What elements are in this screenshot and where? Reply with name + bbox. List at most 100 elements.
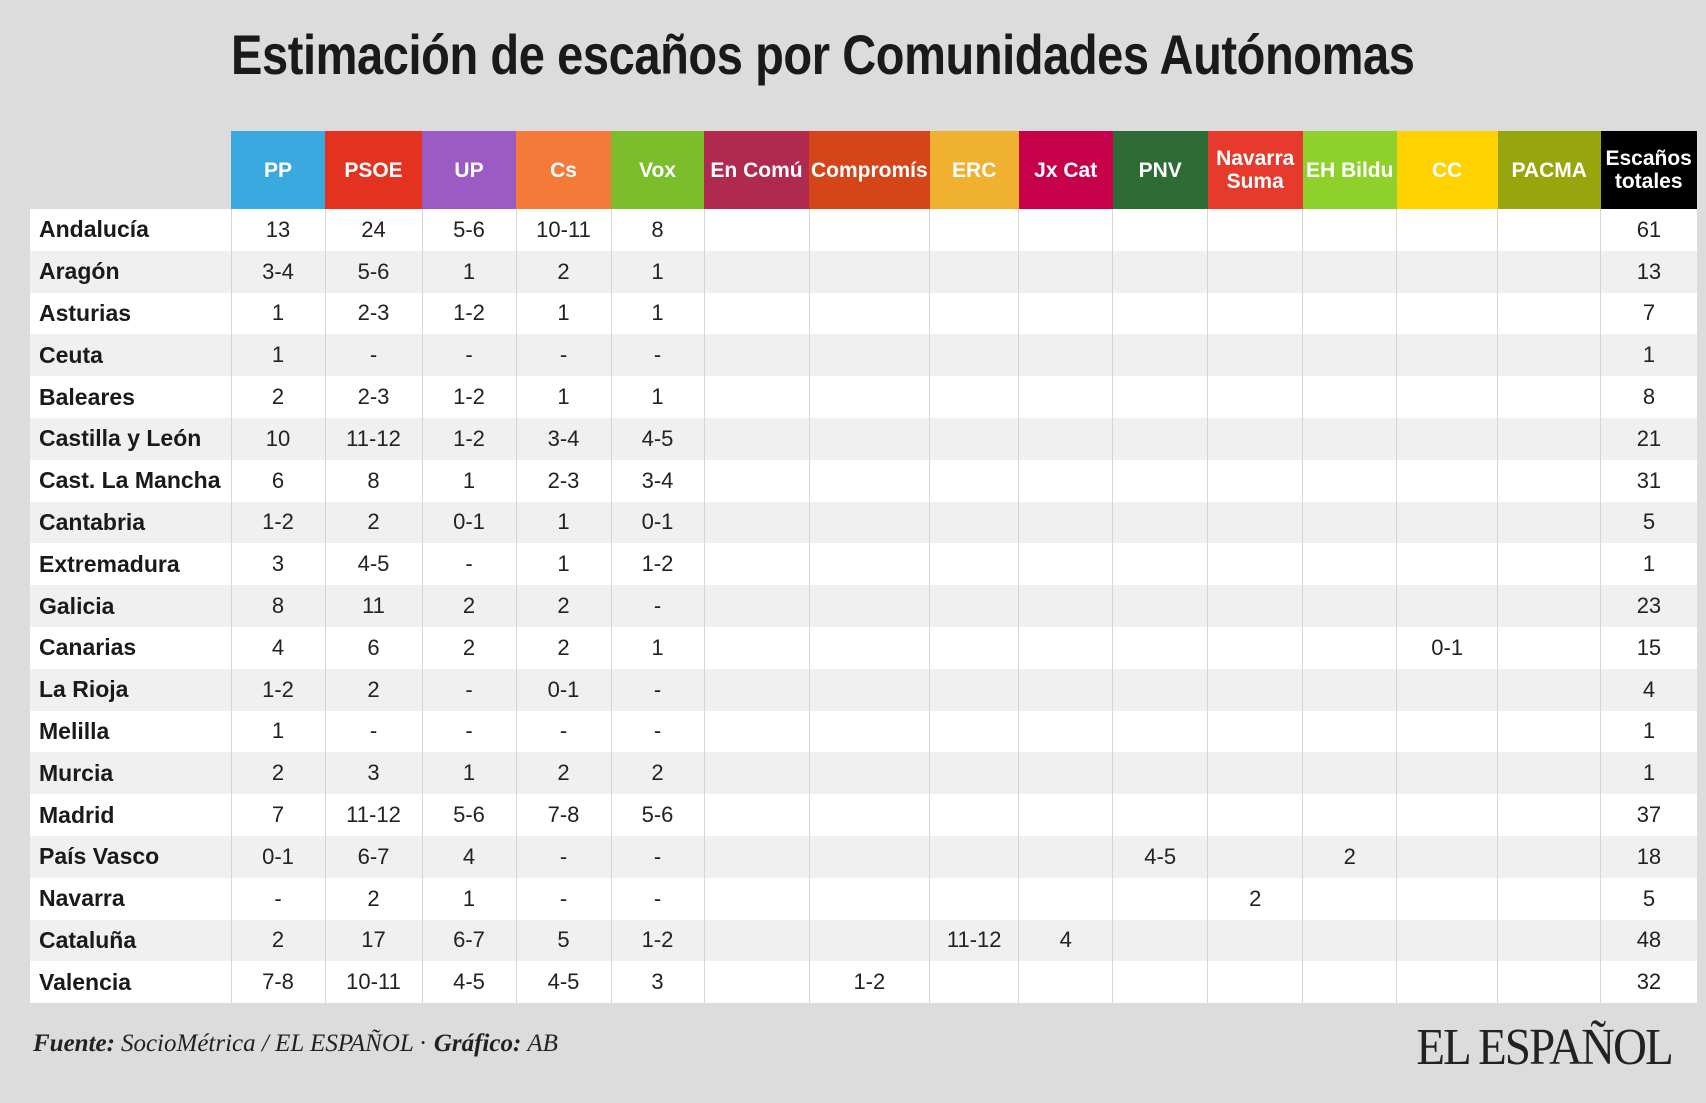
row-name: Extremadura [30, 543, 231, 586]
table-row: Murcia 2 3 1 2 2 1 [30, 752, 1697, 795]
seat-cell: - [515, 710, 611, 753]
seat-cell [1302, 794, 1397, 836]
seat-cell [929, 668, 1019, 711]
seat-cell [1207, 417, 1303, 460]
seat-cell [929, 710, 1019, 753]
seat-cell [703, 543, 809, 586]
seat-cell [808, 376, 930, 418]
seat-cell: 2 [324, 501, 422, 544]
seat-cell: 5-6 [421, 794, 516, 836]
seat-cell [929, 626, 1019, 669]
seat-cell: 2 [421, 585, 516, 627]
seat-cell: 3 [230, 543, 325, 586]
seat-cell [1302, 501, 1397, 544]
seat-cell [929, 501, 1019, 544]
seat-cell: 2 [324, 668, 422, 711]
graphic-label: Gráfico: [433, 1030, 522, 1057]
seat-cell [1396, 417, 1498, 460]
row-name: Cataluña [30, 919, 231, 962]
seat-cell: 8 [230, 585, 325, 627]
seat-cell [1497, 877, 1601, 920]
seat-cell [1112, 250, 1208, 293]
row-name: Asturias [30, 292, 231, 335]
seat-cell [1302, 877, 1397, 920]
row-name: La Rioja [30, 668, 231, 711]
seat-cell [1112, 417, 1208, 460]
seat-cell: - [515, 334, 611, 377]
seat-cell [1112, 919, 1208, 962]
seat-cell [1207, 292, 1303, 335]
seat-cell [1497, 417, 1601, 460]
table-row: Asturias 1 2-3 1-2 1 1 7 [30, 292, 1697, 335]
seat-cell [1302, 752, 1397, 795]
seat-cell: 1 [421, 752, 516, 795]
seat-cell [1302, 376, 1397, 418]
seat-cell [1207, 626, 1303, 669]
seat-cell [1497, 292, 1601, 335]
seat-cell [1497, 752, 1601, 795]
seat-cell [703, 459, 809, 502]
seat-cell: 3 [324, 752, 422, 795]
seat-cell: 1-2 [230, 501, 325, 544]
seat-cell [1207, 919, 1303, 962]
seat-cell: - [421, 334, 516, 377]
seat-cell [808, 835, 930, 878]
seat-cell [929, 877, 1019, 920]
seat-cell: 1 [610, 250, 704, 293]
seat-cell [1302, 710, 1397, 753]
seat-cell: 1 [1600, 543, 1697, 586]
seat-cell [1018, 835, 1113, 878]
seat-cell [1396, 752, 1498, 795]
seat-cell [808, 626, 930, 669]
seat-cell: 1 [610, 292, 704, 335]
table-row: Extremadura 3 4-5-1 1-2 1 [30, 543, 1697, 586]
seat-cell [929, 250, 1019, 293]
seat-cell [1018, 459, 1113, 502]
seat-cell: 10-11 [324, 961, 422, 1004]
seat-cell: - [324, 334, 422, 377]
seat-cell: 2 [230, 752, 325, 795]
graphic-text: AB [527, 1030, 558, 1057]
seat-cell [1497, 459, 1601, 502]
column-header: Vox [611, 131, 704, 209]
seat-cell [1207, 710, 1303, 753]
seat-cell [1207, 794, 1303, 836]
seat-cell [1207, 752, 1303, 795]
seat-cell [1018, 626, 1113, 669]
seat-cell [1497, 668, 1601, 711]
seat-cell: 18 [1600, 835, 1697, 878]
seat-cell [1302, 334, 1397, 377]
seat-cell: 5-6 [610, 794, 704, 836]
seat-cell [1112, 209, 1208, 251]
seat-cell [1396, 250, 1498, 293]
seat-cell: 1 [610, 376, 704, 418]
seat-cell: 7-8 [515, 794, 611, 836]
seat-cell: 3 [610, 961, 704, 1004]
seat-cell: 2 [515, 585, 611, 627]
table-row: Cantabria 1-2 2 0-1 1 0-1 5 [30, 501, 1697, 544]
seat-cell: 1 [515, 376, 611, 418]
seat-cell [703, 292, 809, 335]
seat-cell: 4 [421, 835, 516, 878]
table-row: Andalucía 13 24 5-6 10-11 8 61 [30, 209, 1697, 251]
seat-cell [1207, 209, 1303, 251]
seat-cell: 8 [1600, 376, 1697, 418]
seat-cell: 6 [230, 459, 325, 502]
seat-cell: 6-7 [324, 835, 422, 878]
seat-cell: 1 [610, 626, 704, 669]
seat-cell: 1 [1600, 752, 1697, 795]
seat-cell: 0-1 [1396, 626, 1498, 669]
seat-cell [703, 961, 809, 1004]
seat-cell [929, 543, 1019, 586]
table-row: Madrid 7 11-12 5-6 7-8 5-6 37 [30, 794, 1697, 836]
row-name: Castilla y León [30, 417, 231, 460]
seat-cell: 2 [230, 376, 325, 418]
seat-cell: 23 [1600, 585, 1697, 627]
column-header: PNV [1112, 131, 1208, 209]
column-header: EH Bildu [1302, 131, 1397, 209]
seat-cell: 5 [1600, 877, 1697, 920]
seat-cell [1207, 376, 1303, 418]
seat-cell [808, 459, 930, 502]
seat-cell [1112, 961, 1208, 1004]
seat-cell: - [610, 334, 704, 377]
